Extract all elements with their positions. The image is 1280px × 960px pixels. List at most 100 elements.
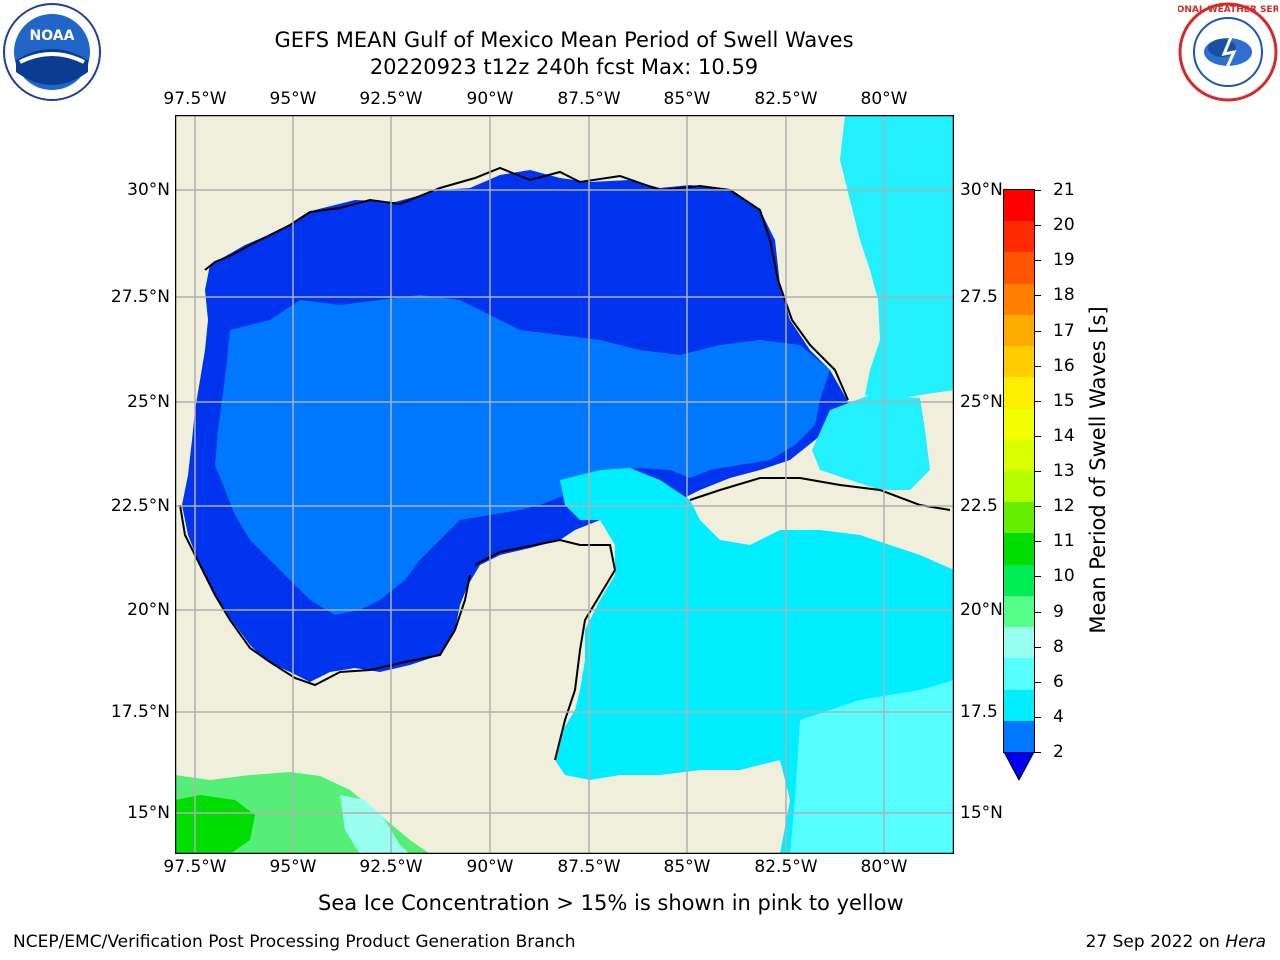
lon-bot-label: 80°W xyxy=(860,857,908,877)
lon-bot-label: 95°W xyxy=(269,857,317,877)
lon-bot-label: 90°W xyxy=(466,857,514,877)
lat-left-label: 30°N xyxy=(127,180,170,200)
colorbar-tick-mark xyxy=(1034,435,1041,437)
lat-left-label: 27.5°N xyxy=(110,287,170,307)
colorbar-segment xyxy=(1004,689,1034,722)
footer-machine: Hera xyxy=(1225,932,1266,952)
colorbar-label: Mean Period of Swell Waves [s] xyxy=(1086,306,1110,634)
gulf-interior xyxy=(215,295,830,615)
lon-top-label: 95°W xyxy=(269,89,317,109)
footer-right: 27 Sep 2022 on Hera xyxy=(1086,932,1266,952)
colorbar-tick-mark xyxy=(1034,576,1041,578)
lon-top-label: 85°W xyxy=(663,89,711,109)
lat-right-label: 27.5 xyxy=(960,287,998,307)
colorbar-tick-label: 2 xyxy=(1053,742,1064,762)
sea-ice-note: Sea Ice Concentration > 15% is shown in … xyxy=(318,891,904,915)
pacific-light-cyan xyxy=(340,795,410,854)
colorbar-segment xyxy=(1004,533,1034,566)
colorbar-tick-label: 18 xyxy=(1053,285,1075,306)
colorbar-tick-mark xyxy=(1034,541,1041,543)
svg-text:NATIONAL WEATHER SERVICE: NATIONAL WEATHER SERVICE xyxy=(1178,5,1278,15)
colorbar-tick-mark xyxy=(1034,611,1041,613)
colorbar-segment xyxy=(1004,595,1034,628)
colorbar-tick-mark xyxy=(1034,752,1041,753)
lon-bot-label: 97.5°W xyxy=(163,857,227,877)
atlantic-cyan xyxy=(840,115,954,400)
lon-top-label: 90°W xyxy=(466,89,514,109)
lat-right-label: 20°N xyxy=(960,600,1003,620)
colorbar-tick-label: 12 xyxy=(1053,496,1075,517)
colorbar-tick-mark xyxy=(1034,506,1041,508)
colorbar-tick-label: 19 xyxy=(1053,250,1075,271)
lon-bot-label: 87.5°W xyxy=(557,857,621,877)
colorbar-tick-label: 11 xyxy=(1053,531,1075,552)
colorbar-tick-label: 13 xyxy=(1053,461,1075,481)
caribbean-light-patch xyxy=(790,680,954,854)
svg-text:NOAA: NOAA xyxy=(30,28,75,44)
colorbar-tick-mark xyxy=(1034,681,1041,683)
colorbar-tick-mark xyxy=(1034,295,1041,297)
footer-date: 27 Sep 2022 on xyxy=(1085,932,1226,952)
lat-right-label: 30°N xyxy=(960,180,1003,200)
colorbar-tick-label: 21 xyxy=(1053,180,1075,200)
colorbar-segment xyxy=(1004,314,1034,347)
colorbar-tick-mark xyxy=(1034,190,1041,191)
map-frame xyxy=(175,115,954,854)
colorbar-tick-label: 16 xyxy=(1053,355,1075,376)
map-subtitle: 20220923 t12z 240h fcst Max: 10.59 xyxy=(369,55,759,79)
colorbar-segment xyxy=(1004,190,1034,222)
colorbar-segment xyxy=(1004,439,1034,472)
colorbar-segment xyxy=(1004,658,1034,691)
colorbar-segment xyxy=(1004,408,1034,441)
colorbar-tick-label: 8 xyxy=(1053,636,1064,657)
colorbar-extend-arrow xyxy=(1003,752,1035,782)
colorbar-segment xyxy=(1004,346,1034,378)
colorbar-tick-label: 15 xyxy=(1053,390,1075,411)
map-title: GEFS MEAN Gulf of Mexico Mean Period of … xyxy=(274,28,854,52)
colorbar-segment xyxy=(1004,377,1034,410)
colorbar-tick-label: 10 xyxy=(1053,566,1075,587)
lat-right-label: 17.5 xyxy=(960,702,998,722)
lon-bot-label: 85°W xyxy=(663,857,711,877)
footer-left: NCEP/EMC/Verification Post Processing Pr… xyxy=(13,932,576,952)
lat-left-label: 25°N xyxy=(127,392,170,412)
lon-top-label: 82.5°W xyxy=(754,89,818,109)
gridlines xyxy=(175,115,954,854)
colorbar-segment xyxy=(1004,502,1034,534)
lon-top-label: 97.5°W xyxy=(163,89,227,109)
colorbar-tick-mark xyxy=(1034,471,1041,472)
colorbar-segment xyxy=(1004,221,1034,253)
lat-left-label: 17.5°N xyxy=(110,702,170,722)
colorbar-tick-label: 20 xyxy=(1053,215,1075,236)
colorbar-frame xyxy=(1003,189,1035,753)
lat-right-label: 15°N xyxy=(960,803,1003,823)
florida-straits-cyan xyxy=(812,395,930,490)
colorbar-segment xyxy=(1004,471,1034,503)
colorbar-tick-label: 4 xyxy=(1053,706,1064,727)
colorbar-segment xyxy=(1004,283,1034,316)
colorbar-tick-mark xyxy=(1034,400,1041,402)
colorbar-segment xyxy=(1004,720,1034,753)
lon-top-label: 92.5°W xyxy=(359,89,423,109)
colorbar-tick-label: 17 xyxy=(1053,320,1075,341)
nws-logo: NATIONAL WEATHER SERVICE xyxy=(1178,2,1278,102)
colorbar-tick-mark xyxy=(1034,260,1041,262)
colorbar-tick-label: 14 xyxy=(1053,425,1075,446)
lat-left-label: 20°N xyxy=(127,600,170,620)
coastline xyxy=(179,166,951,761)
colorbar-tick-label: 9 xyxy=(1053,601,1064,622)
colorbar-tick-mark xyxy=(1034,646,1041,648)
lat-right-label: 22.5 xyxy=(960,496,998,516)
colorbar-tick-mark xyxy=(1034,716,1041,718)
colorbar-tick-label: 6 xyxy=(1053,671,1064,692)
colorbar-tick-mark xyxy=(1034,225,1041,227)
lat-left-label: 15°N xyxy=(127,803,170,823)
noaa-logo: NOAA xyxy=(3,3,101,101)
colorbar-segment xyxy=(1004,627,1034,659)
lon-bot-label: 82.5°W xyxy=(754,857,818,877)
lon-top-label: 80°W xyxy=(860,89,908,109)
lat-left-label: 22.5°N xyxy=(110,496,170,516)
colorbar-segment xyxy=(1004,252,1034,285)
lat-right-label: 25°N xyxy=(960,392,1003,412)
colorbar-tick-mark xyxy=(1034,365,1041,367)
